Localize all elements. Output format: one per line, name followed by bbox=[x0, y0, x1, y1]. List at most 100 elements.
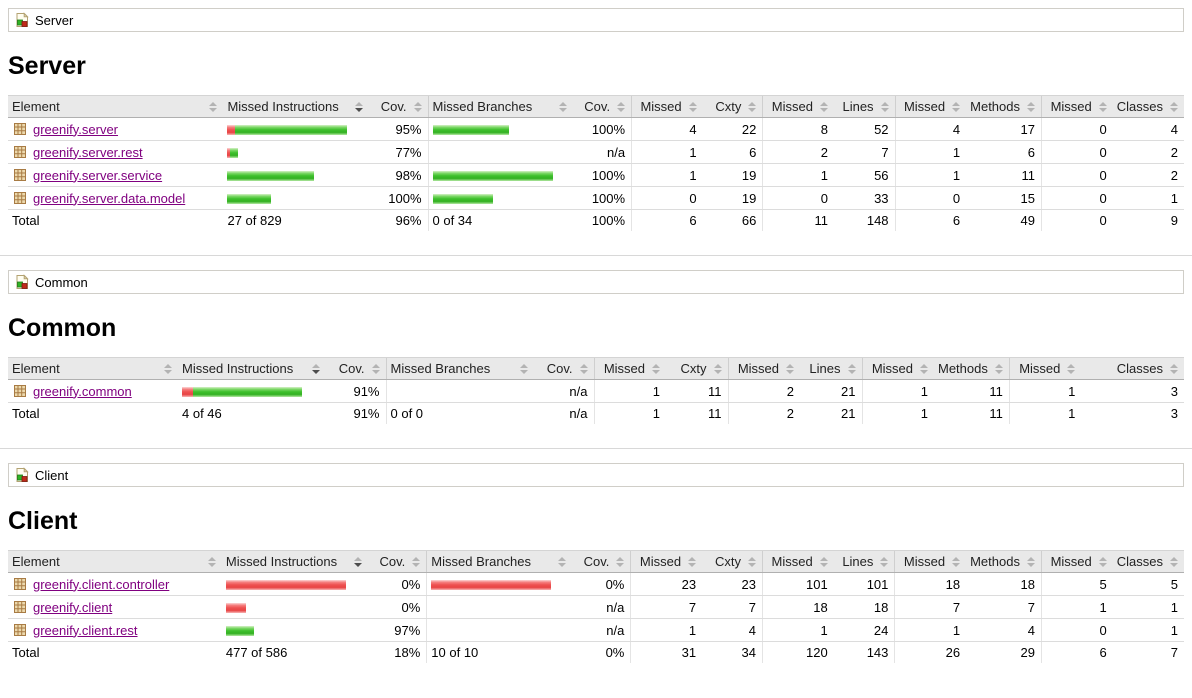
package-link[interactable]: greenify.client bbox=[33, 599, 113, 615]
covered-instructions-bar bbox=[230, 148, 239, 159]
column-header-missed-classes[interactable]: Missed bbox=[1008, 357, 1082, 380]
total-branches-cell: 0 of 0 bbox=[385, 402, 534, 424]
instructions-coverage-cell: 100% bbox=[369, 186, 428, 210]
column-label: Lines bbox=[842, 554, 874, 569]
total-missed-lines-cell: 11 bbox=[762, 209, 834, 231]
column-header-cxty[interactable]: Cxty bbox=[666, 357, 728, 380]
classes-cell: 1 bbox=[1112, 595, 1184, 619]
missed-lines-cell: 2 bbox=[762, 140, 834, 164]
column-header-methods[interactable]: Methods bbox=[934, 357, 1010, 380]
column-label: Missed bbox=[639, 554, 682, 569]
element-cell: greenify.server.rest bbox=[8, 140, 224, 164]
column-header-missed-lines[interactable]: Missed bbox=[761, 550, 834, 573]
missed-lines-cell: 1 bbox=[761, 618, 834, 642]
column-header-element[interactable]: Element bbox=[8, 95, 224, 118]
total-branches-coverage-cell: 100% bbox=[591, 213, 626, 228]
column-label: Cxty bbox=[680, 361, 707, 376]
table-row: greenify.client.controller 0% 0% 23 23 1… bbox=[8, 572, 1184, 596]
branches-bar-cell bbox=[427, 117, 574, 141]
package-link[interactable]: greenify.server.service bbox=[33, 167, 163, 183]
column-header-missed-classes[interactable]: Missed bbox=[1041, 95, 1113, 118]
breadcrumb-label: Server bbox=[35, 12, 74, 28]
package-link[interactable]: greenify.common bbox=[33, 383, 132, 399]
column-header-missed-methods[interactable]: Missed bbox=[894, 95, 967, 118]
column-header-missed-methods[interactable]: Missed bbox=[894, 550, 967, 573]
cxty-cell: 19 bbox=[702, 186, 763, 210]
column-header-branches-coverage[interactable]: Cov. bbox=[573, 95, 632, 118]
column-header-missed-instructions[interactable]: Missed Instructions bbox=[178, 357, 326, 380]
missed-instructions-bar bbox=[225, 580, 346, 591]
total-instructions-cell: 4 of 46 bbox=[182, 406, 222, 421]
element-cell: greenify.common bbox=[8, 379, 178, 403]
column-header-missed-cxty[interactable]: Missed bbox=[593, 357, 666, 380]
column-header-element[interactable]: Element bbox=[8, 550, 222, 573]
coverage-table: Element Missed Instructions Cov. Missed … bbox=[8, 550, 1184, 663]
missed-methods-cell: 1 bbox=[894, 140, 967, 164]
cxty-cell: 22 bbox=[702, 117, 763, 141]
column-header-cxty[interactable]: Cxty bbox=[702, 550, 763, 573]
covered-branches-bar bbox=[432, 171, 553, 182]
column-header-classes[interactable]: Classes bbox=[1112, 550, 1184, 573]
package-link[interactable]: greenify.client.rest bbox=[33, 622, 138, 638]
missed-cxty-cell: 4 bbox=[631, 117, 703, 141]
table-row: greenify.server.service 98% 100% 1 19 1 … bbox=[8, 163, 1184, 187]
column-header-branches-coverage[interactable]: Cov. bbox=[534, 357, 594, 380]
column-header-instructions-coverage[interactable]: Cov. bbox=[326, 357, 386, 380]
breadcrumb: Common bbox=[8, 270, 1184, 294]
column-header-lines[interactable]: Lines bbox=[833, 550, 895, 573]
column-header-instructions-coverage[interactable]: Cov. bbox=[369, 95, 428, 118]
package-link[interactable]: greenify.client.controller bbox=[33, 576, 170, 592]
branches-coverage-cell: 100% bbox=[573, 117, 632, 141]
column-label: Missed Instructions bbox=[182, 361, 294, 376]
sort-icon bbox=[688, 556, 697, 567]
column-header-lines[interactable]: Lines bbox=[800, 357, 862, 380]
total-missed-cxty-cell: 6 bbox=[631, 209, 703, 231]
column-header-missed-branches[interactable]: Missed Branches bbox=[385, 357, 534, 380]
table-row: greenify.common 91% n/a 1 11 2 21 1 11 1… bbox=[8, 379, 1184, 403]
column-header-missed-lines[interactable]: Missed bbox=[727, 357, 800, 380]
package-link[interactable]: greenify.server.rest bbox=[33, 144, 143, 160]
package-link[interactable]: greenify.server bbox=[33, 121, 119, 137]
column-header-missed-instructions[interactable]: Missed Instructions bbox=[221, 550, 369, 573]
package-link[interactable]: greenify.server.data.model bbox=[33, 190, 186, 206]
methods-cell: 17 bbox=[966, 117, 1042, 141]
table-row: greenify.client.rest 97% n/a 1 4 1 24 1 … bbox=[8, 618, 1184, 642]
column-header-missed-instructions[interactable]: Missed Instructions bbox=[223, 95, 370, 118]
column-header-missed-branches[interactable]: Missed Branches bbox=[426, 550, 573, 573]
column-header-missed-methods[interactable]: Missed bbox=[861, 357, 934, 380]
column-header-missed-cxty[interactable]: Missed bbox=[631, 95, 703, 118]
branches-bar-cell bbox=[385, 379, 534, 403]
branches-coverage-cell: n/a bbox=[572, 595, 631, 619]
java-package-icon bbox=[14, 385, 26, 397]
column-header-methods[interactable]: Methods bbox=[966, 550, 1042, 573]
branches-bar-cell bbox=[426, 595, 573, 619]
sort-icon-descending-active bbox=[354, 556, 363, 567]
sort-icon bbox=[688, 101, 697, 112]
column-header-classes[interactable]: Classes bbox=[1112, 95, 1184, 118]
column-header-instructions-coverage[interactable]: Cov. bbox=[368, 550, 427, 573]
sort-icon bbox=[1098, 101, 1107, 112]
methods-cell: 6 bbox=[966, 140, 1042, 164]
column-header-element[interactable]: Element bbox=[8, 357, 178, 380]
column-header-missed-lines[interactable]: Missed bbox=[762, 95, 834, 118]
column-header-lines[interactable]: Lines bbox=[833, 95, 896, 118]
column-header-methods[interactable]: Methods bbox=[966, 95, 1042, 118]
instructions-bar-cell bbox=[223, 186, 370, 210]
column-label: Lines bbox=[809, 361, 841, 376]
branches-bar-cell bbox=[427, 186, 574, 210]
branches-bar-cell bbox=[427, 140, 574, 164]
missed-instructions-bar bbox=[227, 125, 236, 136]
sort-icon-descending-active bbox=[355, 101, 364, 112]
column-header-missed-classes[interactable]: Missed bbox=[1040, 550, 1113, 573]
column-header-missed-cxty[interactable]: Missed bbox=[630, 550, 703, 573]
covered-branches-bar bbox=[432, 194, 493, 205]
column-header-cxty[interactable]: Cxty bbox=[702, 95, 763, 118]
coverage-group-icon bbox=[16, 13, 28, 27]
column-label: Methods bbox=[970, 554, 1020, 569]
column-header-classes[interactable]: Classes bbox=[1081, 357, 1184, 380]
total-row: Total 477 of 586 18% 10 of 10 0% 31 34 1… bbox=[8, 641, 1184, 663]
cxty-cell: 7 bbox=[702, 595, 763, 619]
sort-icon bbox=[1098, 556, 1107, 567]
column-header-branches-coverage[interactable]: Cov. bbox=[572, 550, 631, 573]
column-header-missed-branches[interactable]: Missed Branches bbox=[427, 95, 574, 118]
